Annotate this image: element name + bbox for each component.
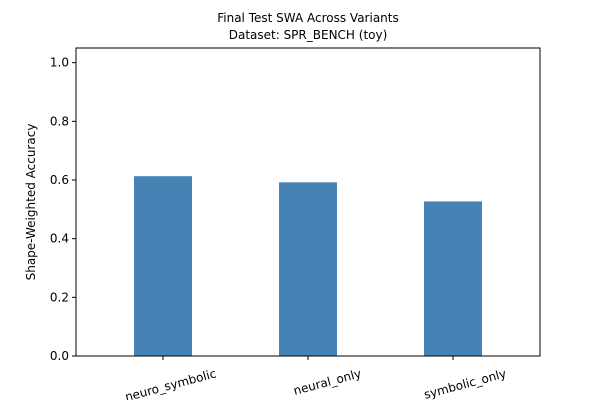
x-tick-label: symbolic_only [422,366,507,400]
bar-neuro-symbolic [134,176,192,356]
x-axis-ticks: neuro_symbolic neural_only symbolic_only [123,356,508,400]
y-tick-label: 1.0 [50,56,69,70]
y-tick-label: 0.8 [50,114,69,128]
y-axis-label: Shape-Weighted Accuracy [24,124,38,281]
y-tick-label: 0.0 [50,349,69,363]
y-axis-ticks: 0.0 0.2 0.4 0.6 0.8 1.0 [50,56,76,363]
y-tick-label: 0.6 [50,173,69,187]
chart-subtitle: Dataset: SPR_BENCH (toy) [229,28,388,42]
chart-title: Final Test SWA Across Variants [217,11,399,25]
y-tick-label: 0.4 [50,232,69,246]
bar-symbolic-only [424,201,482,356]
x-tick-label: neural_only [292,366,363,398]
bar-neural-only [279,182,337,356]
x-tick-label: neuro_symbolic [123,366,217,400]
y-tick-label: 0.2 [50,290,69,304]
bars-group [134,176,482,356]
